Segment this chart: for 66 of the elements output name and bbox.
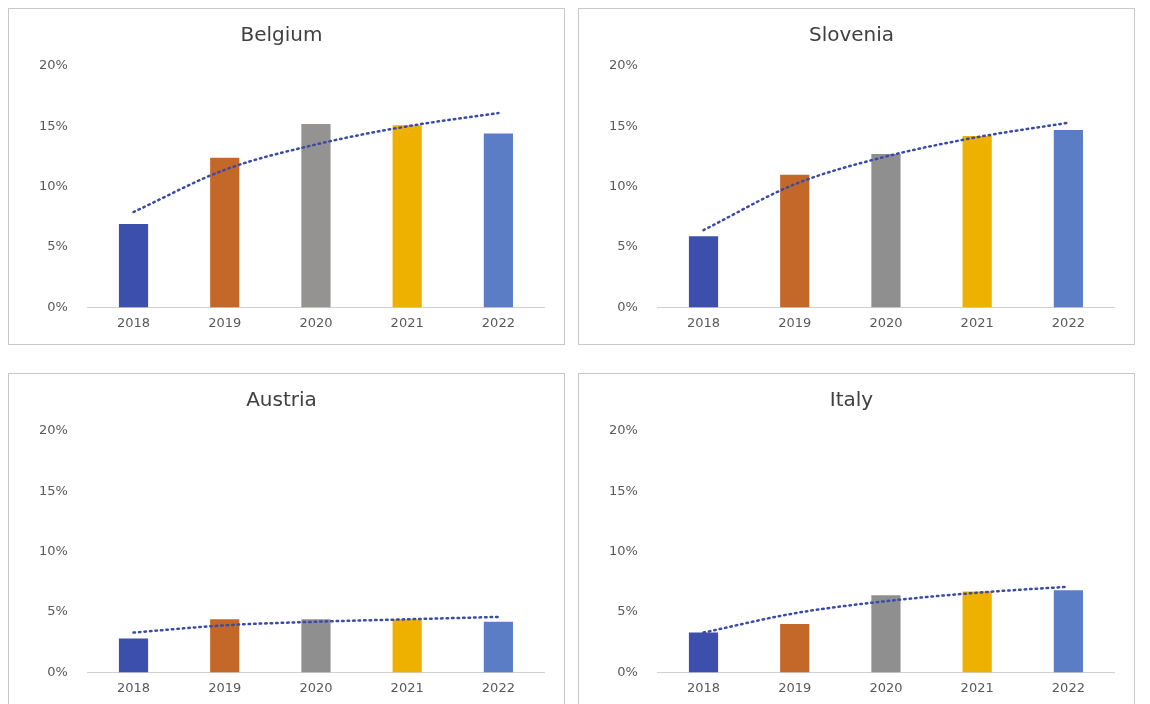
y-tick-label: 20% [38,57,68,73]
bar [780,624,810,673]
y-tick-label: 5% [617,603,638,619]
bar [483,621,513,673]
x-tick-label: 2018 [686,314,721,330]
bar [483,133,513,308]
chart-title: Italy [829,387,874,412]
y-tick-label: 0% [617,298,638,314]
chart-title: Belgium [240,22,323,47]
line-series [132,615,500,634]
y-tick-label: 20% [608,57,638,73]
x-tick-label: 2019 [778,679,812,695]
x-tick-label: 2021 [390,679,424,695]
y-tick-label: 15% [608,117,638,133]
bar [871,595,901,673]
y-tick-label: 0% [47,298,68,314]
y-tick-label: 15% [608,482,638,498]
y-tick-label: 5% [47,603,68,619]
bar [780,174,810,308]
x-tick-label: 2022 [481,679,515,695]
bar [392,619,422,673]
bar [962,136,992,308]
x-tick-label: 2020 [869,679,903,695]
y-tick-label: 0% [47,663,68,679]
bar [871,154,901,308]
y-tick-label: 20% [608,422,638,438]
x-tick-label: 2020 [299,679,333,695]
y-tick-label: 10% [38,178,68,194]
y-tick-label: 0% [617,663,638,679]
x-tick-label: 2018 [116,679,151,695]
y-tick-label: 5% [617,238,638,254]
x-tick-label: 2021 [960,314,994,330]
x-tick-label: 2022 [1051,314,1085,330]
x-tick-label: 2019 [778,314,812,330]
x-tick-label: 2018 [116,314,151,330]
bar [301,123,331,308]
bar [1053,590,1083,673]
bar [210,619,240,673]
bar [210,157,240,308]
x-tick-label: 2021 [960,679,994,695]
x-tick-label: 2020 [299,314,333,330]
chart-title: Slovenia [808,22,895,47]
y-tick-label: 5% [47,238,68,254]
bar [688,236,719,308]
x-tick-label: 2022 [481,314,515,330]
y-tick-label: 10% [608,178,638,194]
y-tick-label: 10% [38,543,68,559]
y-tick-label: 10% [608,543,638,559]
bar [962,591,992,673]
bar [118,638,149,673]
line-series [132,111,500,214]
x-tick-label: 2019 [208,314,242,330]
bar [301,619,331,673]
x-tick-label: 2021 [390,314,424,330]
x-tick-label: 2022 [1051,679,1085,695]
bar [392,125,422,308]
bar [1053,129,1083,308]
line-series [702,121,1070,232]
x-tick-label: 2018 [686,679,721,695]
y-tick-label: 15% [38,117,68,133]
x-tick-label: 2020 [869,314,903,330]
x-tick-label: 2019 [208,679,242,695]
y-tick-label: 15% [38,482,68,498]
bar [118,224,149,308]
y-tick-label: 20% [38,422,68,438]
chart-title: Austria [246,387,317,412]
